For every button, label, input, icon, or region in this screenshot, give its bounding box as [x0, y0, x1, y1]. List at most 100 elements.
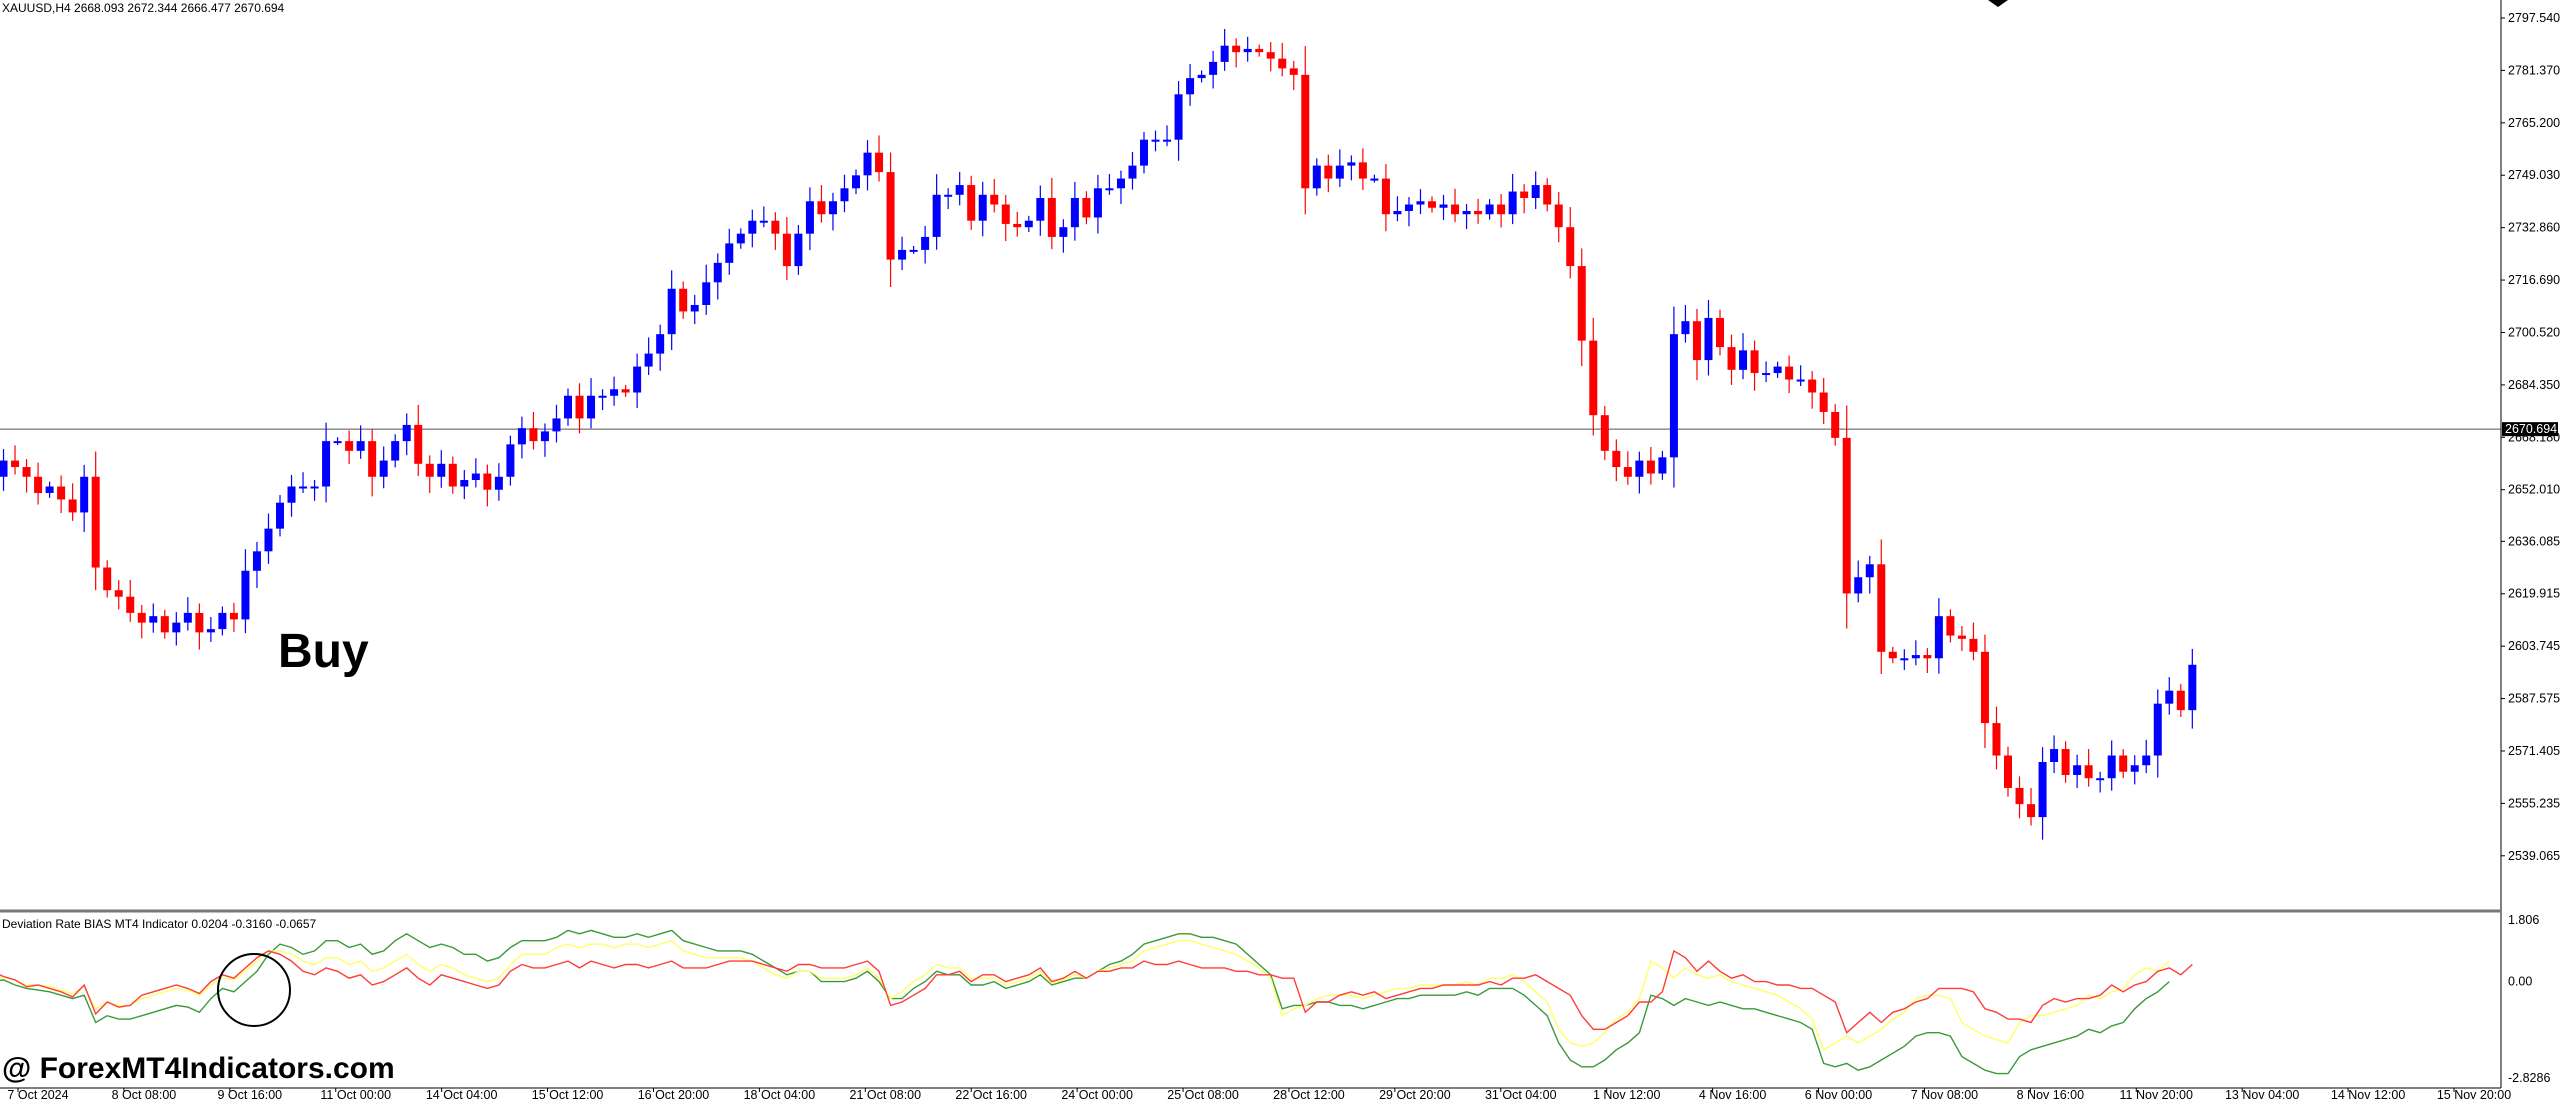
candle-bullish — [725, 228, 734, 275]
candle-bearish — [529, 411, 538, 450]
candle-bullish — [690, 294, 699, 325]
price-tick-label: 2716.690 — [2508, 273, 2560, 287]
buy-signal-circle — [217, 953, 291, 1027]
candle-bullish — [517, 416, 526, 459]
price-chart[interactable] — [0, 28, 2501, 840]
time-tick-label: 7 Nov 08:00 — [1911, 1088, 1978, 1102]
candle-bearish — [817, 185, 826, 223]
candle-bullish — [1335, 149, 1344, 188]
candle-bullish — [310, 480, 319, 501]
price-tick-label: 2539.065 — [2508, 849, 2560, 863]
candle-bearish — [1554, 192, 1563, 243]
candle-bullish — [379, 446, 388, 489]
candle-bullish — [1209, 50, 1218, 89]
candle-bullish — [1059, 219, 1068, 253]
candle-bearish — [967, 175, 976, 230]
time-tick-label: 15 Nov 20:00 — [2437, 1088, 2511, 1102]
candle-bullish — [805, 187, 814, 251]
candle-bearish — [1013, 211, 1022, 237]
candle-bullish — [172, 612, 181, 646]
candle-bearish — [1358, 148, 1367, 191]
candle-bullish — [667, 270, 676, 351]
candle-bearish — [1785, 355, 1794, 394]
candle-bearish — [1623, 451, 1632, 485]
candle-bearish — [2004, 746, 2012, 797]
candle-bullish — [2165, 677, 2174, 715]
price-tick-label: 2797.540 — [2508, 11, 2560, 25]
candle-bullish — [241, 549, 250, 634]
time-tick-label: 21 Oct 08:00 — [850, 1088, 922, 1102]
bias-indicator-panel[interactable] — [0, 929, 2193, 1075]
candle-bullish — [1934, 598, 1943, 674]
candle-bullish — [1220, 28, 1229, 71]
time-tick-label: 28 Oct 12:00 — [1273, 1088, 1345, 1102]
candle-bullish — [1036, 185, 1045, 236]
candle-bullish — [702, 264, 711, 315]
candle-bullish — [1243, 36, 1252, 62]
price-tick-label: 2555.235 — [2508, 796, 2560, 810]
candle-bullish — [1347, 155, 1356, 181]
candle-bullish — [932, 174, 941, 250]
candle-bullish — [898, 236, 907, 271]
watermark: @ ForexMT4Indicators.com — [2, 1052, 395, 1085]
time-tick-label: 8 Nov 16:00 — [2017, 1088, 2084, 1102]
candle-bullish — [759, 206, 768, 228]
candle-bullish — [218, 606, 227, 636]
candle-bearish — [195, 603, 204, 650]
candle-bullish — [80, 464, 89, 533]
candle-bearish — [11, 445, 20, 475]
price-tick-label: 2781.370 — [2508, 63, 2560, 77]
candle-bearish — [425, 455, 434, 493]
candle-bullish — [45, 481, 54, 498]
candle-bearish — [1255, 44, 1264, 57]
bias-line-yellow — [0, 939, 2170, 1051]
candle-bullish — [1773, 361, 1782, 378]
candle-bullish — [587, 378, 596, 429]
candle-bullish — [748, 209, 757, 248]
candle-bearish — [1727, 334, 1736, 385]
candle-bearish — [1842, 405, 1851, 629]
candle-bullish — [471, 458, 480, 488]
candle-bearish — [1888, 646, 1897, 664]
candle-bullish — [713, 253, 722, 300]
candle-bullish — [610, 376, 619, 406]
time-tick-label: 29 Oct 20:00 — [1379, 1088, 1451, 1102]
candle-bullish — [1416, 189, 1425, 215]
candle-bullish — [794, 224, 803, 275]
price-tick-label: 2636.085 — [2508, 534, 2560, 548]
candle-bullish — [828, 192, 837, 231]
time-tick-label: 11 Nov 20:00 — [2120, 1088, 2193, 1102]
buy-label: Buy — [278, 625, 369, 678]
candle-bullish — [2096, 771, 2105, 793]
candle-bullish — [206, 616, 215, 642]
candle-bullish — [1128, 151, 1137, 190]
candle-bullish — [287, 474, 296, 517]
candle-bearish — [345, 430, 354, 464]
candle-bearish — [114, 580, 123, 610]
candle-bearish — [126, 580, 135, 622]
candle-bearish — [1923, 648, 1932, 674]
candle-bearish — [1831, 404, 1840, 446]
time-tick-label: 14 Nov 12:00 — [2331, 1088, 2405, 1102]
candle-bearish — [1428, 196, 1436, 213]
candle-bullish — [736, 228, 745, 249]
candle-bullish — [402, 413, 411, 456]
candle-bearish — [2027, 787, 2036, 826]
candle-bearish — [1646, 446, 1655, 485]
candle-bearish — [1980, 634, 1989, 749]
candle-bearish — [1324, 154, 1333, 193]
price-tick-label: 2700.520 — [2508, 325, 2560, 339]
price-tick-label: 2684.350 — [2508, 378, 2560, 392]
candle-bearish — [1750, 340, 1759, 391]
time-tick-label: 14 Oct 04:00 — [426, 1088, 498, 1102]
candle-bearish — [103, 560, 112, 598]
candle-bullish — [1140, 131, 1148, 174]
candle-bullish — [1116, 170, 1125, 205]
candle-bearish — [1474, 198, 1483, 224]
candle-bullish — [1312, 158, 1321, 196]
time-tick-label: 15 Oct 12:00 — [532, 1088, 604, 1102]
candle-bearish — [91, 451, 100, 591]
candle-bullish — [564, 388, 572, 426]
